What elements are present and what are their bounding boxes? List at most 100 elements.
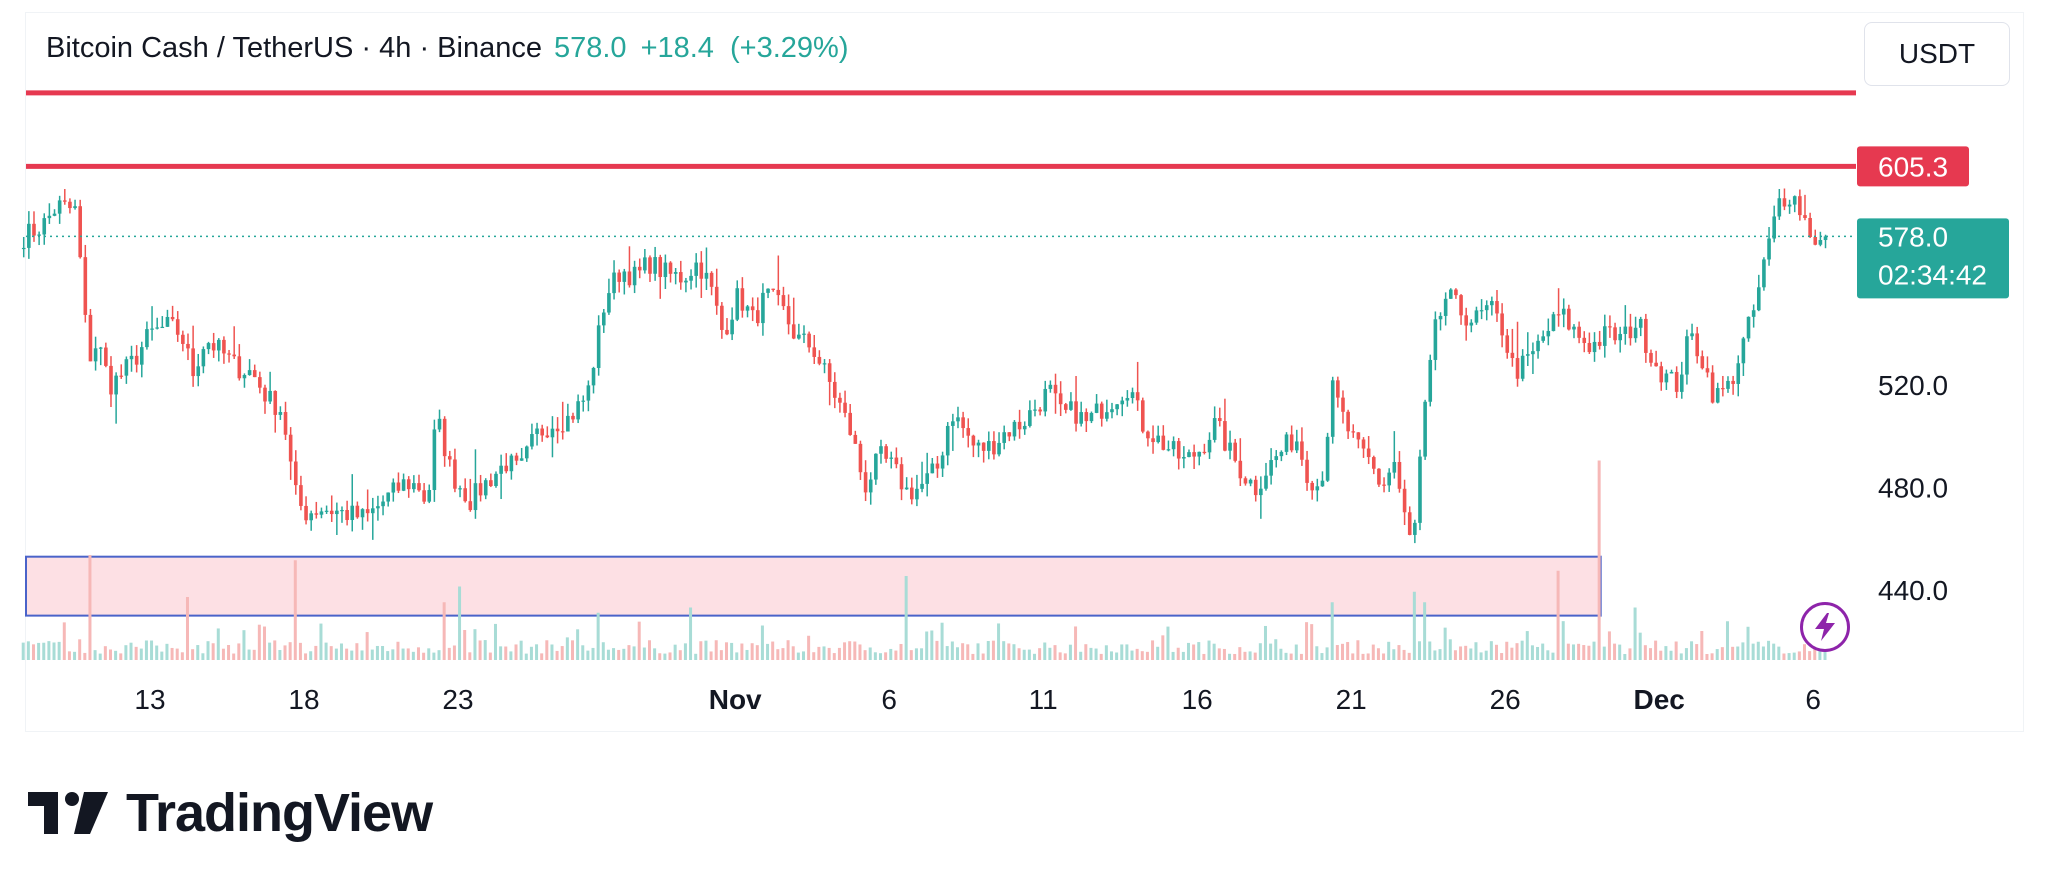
candle-body [1094,403,1099,413]
currency-button[interactable]: USDT [1864,22,2010,86]
volume-bar [1392,649,1396,660]
candle-body [904,487,909,490]
candle-body [1510,352,1515,359]
candle-body [1238,460,1243,479]
candle-body [309,513,313,521]
candle-body [1582,337,1587,344]
volume-bar [411,651,415,660]
candle-body [858,443,863,473]
candle-body [1366,448,1371,458]
candle-body [786,306,791,325]
volume-bar [1453,650,1457,660]
candle-body [832,381,837,398]
volume-bar [986,641,990,660]
candle-body [1048,384,1053,389]
candle-body [1762,259,1766,288]
volume-bar [452,645,456,660]
candle-body [571,415,575,420]
volume-bar [524,653,528,660]
candle-body [1341,397,1345,412]
candle-body [1069,401,1073,410]
x-tick-label: 21 [1336,684,1367,715]
price-chart[interactable]: 440.0 480.0 520.0 13 18 23 Nov 6 11 16 21 26 Dec 6 60… [0,0,2048,740]
candle-body [1423,401,1427,457]
volume-bar [298,642,302,660]
volume-bar [1659,650,1663,660]
candle-body [889,457,894,459]
candle-body [1099,403,1104,419]
candle-body [868,479,873,493]
volume-bar [180,652,184,660]
candle-body [1228,442,1232,451]
volume-bar [1494,644,1498,660]
candle-body [335,510,339,515]
volume-bar [1151,640,1155,660]
volume-bar [853,641,857,660]
volume-bar [1068,644,1072,660]
candle-body [278,412,283,415]
volume-bar [1695,644,1699,660]
candle-body [319,511,324,515]
candle-body [1659,366,1664,383]
volume-bar [1109,651,1113,660]
volume-bar [760,625,764,660]
candle-body [1433,319,1438,360]
candle-body [1669,371,1674,374]
volume-bar [463,629,467,660]
volume-bar [1792,652,1796,660]
candle-body [52,213,57,216]
volume-bar [427,648,431,660]
candle-body [1679,374,1684,392]
candle-body [1382,484,1386,486]
candle-body [658,257,663,278]
candle-body [776,289,781,296]
candle-body [1798,196,1802,216]
candle-body [160,326,165,329]
volume-bar [304,653,308,660]
volume-bar [1715,649,1719,660]
volume-bar [211,643,215,660]
volume-bar [1510,647,1514,660]
tradingview-logo[interactable]: TradingView [28,782,433,844]
volume-bar [642,647,646,660]
lightning-button[interactable] [1800,602,1850,652]
candle-body [422,490,426,502]
candle-body [637,266,642,271]
candle-body [853,434,858,444]
volume-bar [1536,646,1540,660]
volume-bar [1720,647,1724,660]
volume-bar [1638,632,1642,660]
volume-bar [416,647,420,660]
volume-bar [283,645,287,660]
volume-bar [1731,646,1735,660]
volume-bar [422,652,426,660]
candle-body [216,339,221,351]
volume-bar [1253,652,1257,660]
candle-body [98,347,103,349]
volume-bar [447,647,451,660]
volume-bar [483,640,487,660]
candle-body [930,463,935,474]
candle-body [252,370,257,378]
symbol-name[interactable]: Bitcoin Cash / TetherUS [46,32,354,64]
candle-body [458,488,462,490]
candle-body [1407,512,1412,535]
candle-body [32,223,36,236]
support-zone[interactable] [25,555,1602,617]
volume-bar [1222,648,1226,660]
volume-bar [221,648,225,660]
volume-bar [150,640,154,660]
interval-label[interactable]: 4h [379,32,412,64]
candle-body [1315,486,1320,491]
candle-body [412,483,416,490]
candle-body [909,487,914,500]
candle-body [175,319,180,335]
volume-bar [591,647,595,660]
candle-body [1808,217,1812,237]
candle-body [838,397,842,403]
candle-body [1443,298,1448,316]
candle-body [714,286,719,306]
volume-bar [1767,640,1771,660]
candle-body [1505,335,1510,353]
volume-bar [185,597,189,660]
